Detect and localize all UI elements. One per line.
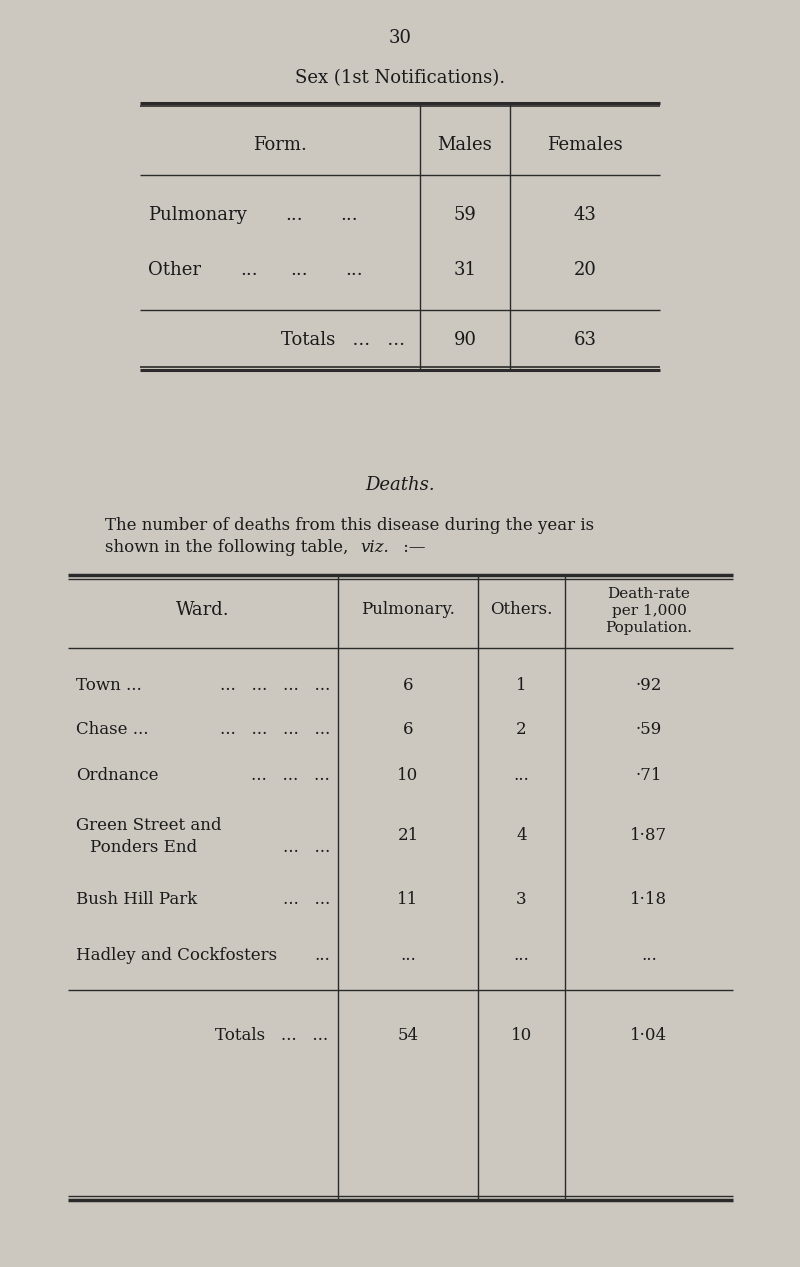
Text: ...   ...   ...: ... ... ... bbox=[251, 767, 330, 783]
Text: ·92: ·92 bbox=[636, 677, 662, 693]
Text: 1: 1 bbox=[516, 677, 527, 693]
Text: ·71: ·71 bbox=[636, 767, 662, 783]
Text: 43: 43 bbox=[574, 207, 597, 224]
Text: ...: ... bbox=[514, 767, 530, 783]
Text: ...: ... bbox=[314, 946, 330, 963]
Text: ...: ... bbox=[285, 207, 302, 224]
Text: Pulmonary: Pulmonary bbox=[148, 207, 246, 224]
Text: ...   ...: ... ... bbox=[282, 892, 330, 908]
Text: shown in the following table,: shown in the following table, bbox=[105, 540, 354, 556]
Text: 21: 21 bbox=[398, 826, 418, 844]
Text: Ordnance: Ordnance bbox=[76, 767, 158, 783]
Text: 2: 2 bbox=[516, 721, 527, 739]
Text: Males: Males bbox=[438, 136, 492, 155]
Text: 1·87: 1·87 bbox=[630, 826, 667, 844]
Text: ...: ... bbox=[400, 946, 416, 963]
Text: ...   ...: ... ... bbox=[282, 839, 330, 855]
Text: ...: ... bbox=[345, 261, 362, 279]
Text: Form.: Form. bbox=[253, 136, 307, 155]
Text: viz.: viz. bbox=[360, 540, 389, 556]
Text: ...: ... bbox=[340, 207, 358, 224]
Text: Hadley and Cockfosters: Hadley and Cockfosters bbox=[76, 946, 277, 963]
Text: The number of deaths from this disease during the year is: The number of deaths from this disease d… bbox=[105, 517, 594, 533]
Text: Town ...: Town ... bbox=[76, 677, 142, 693]
Text: Chase ...: Chase ... bbox=[76, 721, 149, 739]
Text: Ward.: Ward. bbox=[176, 601, 230, 620]
Text: ...   ...   ...   ...: ... ... ... ... bbox=[220, 721, 330, 739]
Text: Population.: Population. bbox=[606, 621, 693, 635]
Text: 4: 4 bbox=[516, 826, 527, 844]
Text: Pulmonary.: Pulmonary. bbox=[361, 602, 455, 618]
Text: 90: 90 bbox=[454, 331, 477, 348]
Text: ...: ... bbox=[240, 261, 258, 279]
Text: 59: 59 bbox=[454, 207, 477, 224]
Text: 6: 6 bbox=[402, 721, 414, 739]
Text: Sex (1st Notifications).: Sex (1st Notifications). bbox=[295, 68, 505, 87]
Text: Totals   ...   ...: Totals ... ... bbox=[215, 1026, 328, 1044]
Text: 10: 10 bbox=[511, 1026, 532, 1044]
Text: 30: 30 bbox=[389, 29, 411, 47]
Text: 11: 11 bbox=[398, 892, 418, 908]
Text: Death-rate: Death-rate bbox=[607, 587, 690, 601]
Text: Totals   ...   ...: Totals ... ... bbox=[281, 331, 405, 348]
Text: ...: ... bbox=[290, 261, 308, 279]
Text: 1·04: 1·04 bbox=[630, 1026, 667, 1044]
Text: 10: 10 bbox=[398, 767, 418, 783]
Text: ...   ...   ...   ...: ... ... ... ... bbox=[220, 677, 330, 693]
Text: 54: 54 bbox=[398, 1026, 418, 1044]
Text: per 1,000: per 1,000 bbox=[611, 604, 686, 618]
Text: Females: Females bbox=[547, 136, 623, 155]
Text: Other: Other bbox=[148, 261, 201, 279]
Text: 31: 31 bbox=[454, 261, 477, 279]
Text: Ponders End: Ponders End bbox=[90, 839, 197, 855]
Text: Others.: Others. bbox=[490, 602, 553, 618]
Text: 6: 6 bbox=[402, 677, 414, 693]
Text: 1·18: 1·18 bbox=[630, 892, 667, 908]
Text: ...: ... bbox=[641, 946, 657, 963]
Text: Green Street and: Green Street and bbox=[76, 816, 222, 834]
Text: Bush Hill Park: Bush Hill Park bbox=[76, 892, 198, 908]
Text: ...: ... bbox=[514, 946, 530, 963]
Text: Deaths.: Deaths. bbox=[365, 476, 435, 494]
Text: 20: 20 bbox=[574, 261, 597, 279]
Text: :—: :— bbox=[398, 540, 426, 556]
Text: ·59: ·59 bbox=[636, 721, 662, 739]
Text: 3: 3 bbox=[516, 892, 527, 908]
Text: 63: 63 bbox=[574, 331, 597, 348]
